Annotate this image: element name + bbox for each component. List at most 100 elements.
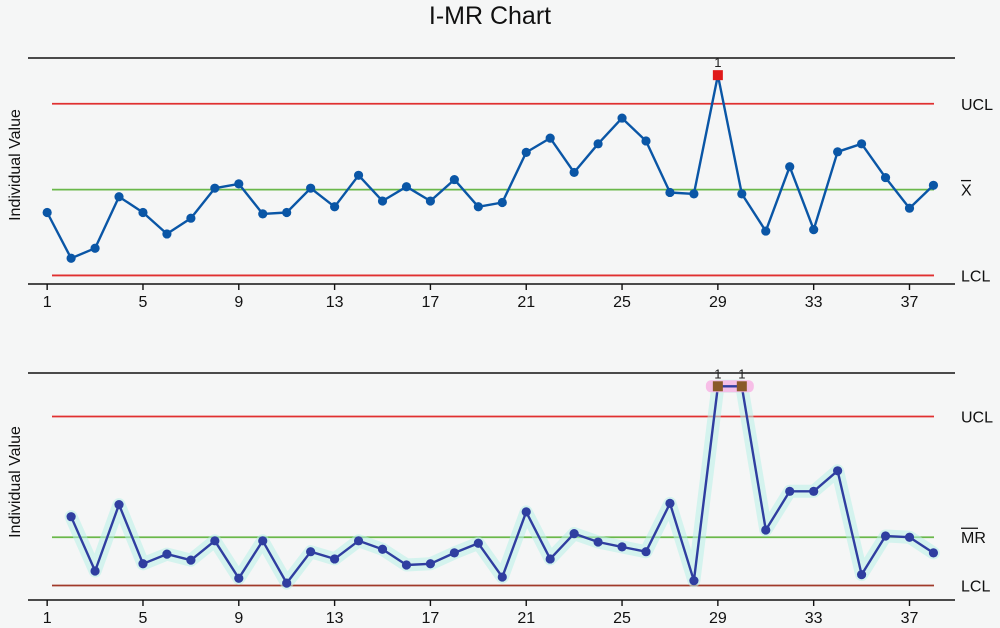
data-point xyxy=(856,570,867,580)
data-point xyxy=(258,209,268,219)
moving-range-panel: 1 5 9 13 17 21 25 29 33 37 Individual Value UCL MR LC… xyxy=(7,366,993,627)
lcl-label: LCL xyxy=(961,268,990,285)
data-point xyxy=(138,559,148,569)
data-point xyxy=(90,243,100,253)
data-point xyxy=(569,167,579,178)
data-point xyxy=(833,147,843,157)
data-point xyxy=(282,578,292,588)
data-point xyxy=(473,202,483,212)
data-point xyxy=(833,466,843,476)
data-point xyxy=(162,229,172,239)
data-point xyxy=(377,196,388,206)
data-point xyxy=(809,225,819,235)
data-point xyxy=(401,182,412,192)
y-axis-label: Individual Value xyxy=(7,109,24,221)
data-point xyxy=(880,172,891,183)
data-point xyxy=(401,560,412,570)
data-point xyxy=(282,207,292,218)
data-point xyxy=(425,559,436,569)
data-point xyxy=(114,192,124,202)
data-point xyxy=(689,576,699,586)
data-point xyxy=(904,532,915,542)
data-point xyxy=(66,512,76,522)
data-point xyxy=(114,500,124,510)
data-point xyxy=(449,174,459,185)
data-point xyxy=(617,113,627,123)
data-point xyxy=(353,536,364,546)
x-tick-label: 29 xyxy=(709,294,727,311)
data-point xyxy=(928,180,939,190)
flagged-point xyxy=(712,70,723,81)
x-tick-label: 37 xyxy=(901,610,919,627)
x-tick-label: 9 xyxy=(234,610,243,627)
data-point xyxy=(66,253,76,263)
x-tick-label: 33 xyxy=(805,610,823,627)
data-point xyxy=(521,147,531,158)
ucl-label: UCL xyxy=(961,97,993,114)
x-tick-label: 13 xyxy=(326,610,344,627)
data-point xyxy=(617,542,627,552)
data-point xyxy=(234,179,244,189)
data-point xyxy=(641,547,651,557)
data-point xyxy=(761,525,771,535)
data-point xyxy=(186,555,196,565)
data-point xyxy=(210,183,220,193)
test-failure-label: 1 xyxy=(738,366,745,381)
data-point xyxy=(809,486,819,496)
data-point xyxy=(569,528,579,539)
data-point xyxy=(593,139,603,149)
data-point xyxy=(497,197,507,208)
individuals-panel: 1 5 9 13 17 21 25 29 33 37 Individual Value UCL X LCL… xyxy=(7,55,993,311)
data-point xyxy=(785,162,795,172)
data-point xyxy=(258,536,268,546)
x-tick-label: 17 xyxy=(422,294,440,311)
data-point xyxy=(353,170,364,180)
x-tick-label: 25 xyxy=(613,610,631,627)
data-point xyxy=(689,189,699,199)
data-point xyxy=(545,133,555,143)
data-point xyxy=(904,203,915,213)
chart-title: I-MR Chart xyxy=(429,2,551,30)
x-tick-label: 1 xyxy=(43,610,52,627)
data-point xyxy=(880,531,891,541)
x-tick-label: 13 xyxy=(326,294,344,311)
x-tick-label: 1 xyxy=(43,294,52,311)
data-point xyxy=(138,207,148,218)
data-point xyxy=(234,573,244,583)
data-point xyxy=(785,486,795,496)
lcl-label: LCL xyxy=(961,579,990,596)
flagged-point xyxy=(712,381,723,392)
x-tick-label: 21 xyxy=(517,610,535,627)
data-point xyxy=(737,189,747,199)
data-point xyxy=(90,566,100,576)
x-tick-label: 9 xyxy=(234,294,243,311)
test-failure-label: 1 xyxy=(714,366,721,381)
data-point xyxy=(306,183,316,193)
x-tick-label: 25 xyxy=(613,294,631,311)
data-point xyxy=(497,572,507,582)
data-point xyxy=(521,507,531,517)
data-point xyxy=(210,536,220,546)
ucl-label: UCL xyxy=(961,409,993,426)
data-point xyxy=(545,554,555,564)
data-point xyxy=(186,213,196,223)
data-point xyxy=(665,498,675,509)
data-point xyxy=(425,196,436,206)
center-label: MR xyxy=(961,530,986,547)
data-point xyxy=(928,548,939,558)
data-point xyxy=(761,226,771,236)
data-point xyxy=(665,187,675,198)
flagged-point xyxy=(736,381,747,392)
center-label: X xyxy=(961,183,972,200)
data-point xyxy=(449,548,459,558)
x-tick-label: 5 xyxy=(139,610,148,627)
x-tick-label: 21 xyxy=(517,294,535,311)
x-tick-label: 17 xyxy=(422,610,440,627)
series-line xyxy=(46,74,935,260)
data-point xyxy=(856,139,867,149)
x-tick-label: 29 xyxy=(709,610,727,627)
x-tick-label: 33 xyxy=(805,294,823,311)
data-point xyxy=(306,547,316,557)
data-point xyxy=(330,554,340,564)
